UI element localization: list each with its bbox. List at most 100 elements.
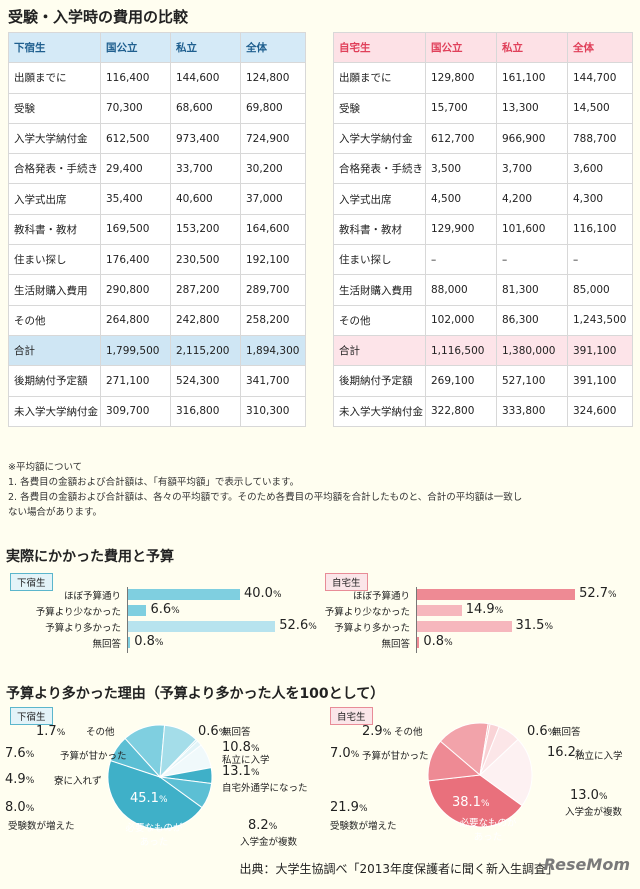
unit: % bbox=[268, 822, 278, 832]
cell-value: 129,800 bbox=[425, 62, 497, 94]
bar-axis bbox=[127, 587, 128, 653]
cell-value: 70,300 bbox=[100, 92, 171, 124]
cell-value: 116,100 bbox=[567, 213, 633, 246]
bar-value-label: 31.5% bbox=[516, 618, 554, 633]
bar-value: 52.7 bbox=[579, 586, 609, 601]
table-row: 入学式出席 4,500 4,200 4,300 bbox=[333, 183, 633, 215]
pie-slice-label: 無回答 bbox=[222, 727, 251, 738]
table-row: その他 264,800 242,800 258,200 bbox=[8, 304, 306, 336]
table-row: 出願までに 129,800 161,100 144,700 bbox=[333, 62, 633, 94]
row-label: 入学式出席 bbox=[333, 183, 426, 215]
table-row: 生活財購入費用 290,800 287,200 289,700 bbox=[8, 274, 306, 306]
unit: % bbox=[444, 638, 453, 648]
row-label: 生活財購入費用 bbox=[333, 274, 426, 306]
row-label: 自宅生 bbox=[333, 31, 426, 64]
row-label: 後期納付予定額 bbox=[8, 365, 101, 397]
pie-slice bbox=[439, 722, 489, 776]
pie-value: 8.0 bbox=[5, 800, 26, 815]
bar-category-label: 無回答 bbox=[381, 639, 410, 650]
cell-value: 612,500 bbox=[100, 122, 171, 155]
bar-category-label: 予算より多かった bbox=[45, 623, 121, 634]
cell-value: 391,100 bbox=[567, 334, 633, 367]
cell-value: 30,200 bbox=[240, 153, 306, 185]
row-label: 教科書・教材 bbox=[8, 213, 101, 246]
section-reason-title: 予算より多かった理由（予算より多かった人を100として） bbox=[6, 686, 385, 702]
pie-slice-label: 寮に入れず bbox=[54, 776, 102, 787]
pie-value-label: 8.0% bbox=[5, 800, 34, 815]
pie-value-label: 10.8% bbox=[222, 740, 260, 755]
bar-category-label: ほぼ予算通り bbox=[63, 591, 121, 602]
cell-value: 341,700 bbox=[240, 365, 306, 397]
pie-value: 16.2 bbox=[547, 745, 576, 760]
bar bbox=[417, 637, 420, 648]
bar-value-label: 52.6% bbox=[279, 618, 317, 633]
unit: % bbox=[350, 750, 360, 760]
row-label: 出願までに bbox=[8, 62, 101, 94]
pie-slice-label: その他 bbox=[86, 727, 115, 738]
cell-value: 1,894,300 bbox=[240, 334, 306, 367]
unit: % bbox=[154, 638, 164, 648]
cell-value: 309,700 bbox=[100, 395, 171, 427]
pie-slice-label: 私立に入学 bbox=[575, 751, 623, 762]
cell-value: 88,000 bbox=[425, 274, 497, 306]
pie-value-label: 0.6% bbox=[527, 724, 556, 739]
bar bbox=[417, 589, 576, 600]
table-row: 後期納付予定額 271,100 524,300 341,700 bbox=[8, 365, 306, 397]
cell-value: 324,600 bbox=[567, 395, 633, 427]
cell-value: 271,100 bbox=[100, 365, 171, 397]
bar-value: 31.5 bbox=[515, 618, 545, 633]
table-row: 住まい探し 176,400 230,500 192,100 bbox=[8, 244, 306, 276]
table-row: 入学大学納付金 612,500 973,400 724,900 bbox=[8, 122, 306, 155]
pie-value-label: 45.1% bbox=[130, 791, 168, 806]
cell-value: 258,200 bbox=[240, 304, 306, 336]
cell-value: 966,900 bbox=[496, 122, 568, 155]
pie-slice bbox=[124, 724, 166, 779]
table-header: 下宿生 国公立 私立 全体 bbox=[8, 31, 306, 64]
pie-slice bbox=[159, 740, 202, 778]
row-label: 未入学大学納付金 bbox=[8, 395, 101, 427]
cell-value: 116,400 bbox=[100, 62, 171, 94]
pie-slice-label: 私立に入学 bbox=[222, 755, 270, 766]
cell-value: – bbox=[496, 244, 568, 276]
row-label: その他 bbox=[333, 304, 426, 336]
pie-value: 2.9 bbox=[362, 724, 383, 739]
pie-value: 10.8 bbox=[222, 740, 251, 755]
cell-value: 164,600 bbox=[240, 213, 306, 246]
cell-value: 289,700 bbox=[240, 274, 306, 306]
row-label: 下宿生 bbox=[8, 31, 101, 64]
row-label: 合格発表・手続き bbox=[8, 153, 101, 185]
page-title: 受験・入学時の費用の比較 bbox=[8, 8, 189, 26]
cell-value: 私立 bbox=[170, 31, 241, 64]
bar bbox=[128, 637, 131, 648]
cell-value: 973,400 bbox=[170, 122, 241, 155]
row-label: 出願までに bbox=[333, 62, 426, 94]
cell-value: 2,115,200 bbox=[170, 334, 241, 367]
bar bbox=[417, 605, 462, 616]
table-row: 受験 70,300 68,600 69,800 bbox=[8, 92, 306, 124]
pie-value-label: 16.2% bbox=[547, 745, 585, 760]
cell-value: 3,600 bbox=[567, 153, 633, 185]
row-label: 合計 bbox=[8, 334, 101, 367]
bar-axis bbox=[416, 587, 417, 653]
pie-slice-label: 受験数が増えた bbox=[8, 821, 75, 832]
row-label: 生活財購入費用 bbox=[8, 274, 101, 306]
cell-value: 15,700 bbox=[425, 92, 497, 124]
cell-value: 37,000 bbox=[240, 183, 306, 215]
cell-value: 124,800 bbox=[240, 62, 306, 94]
bar-value-label: 0.8% bbox=[423, 634, 452, 649]
row-label: 住まい探し bbox=[333, 244, 426, 276]
unit: % bbox=[25, 776, 35, 786]
table-row: 未入学大学納付金 322,800 333,800 324,600 bbox=[333, 395, 633, 427]
pie-slice-label: その他 bbox=[394, 727, 423, 738]
pie-slice-label: 必要なものがあった bbox=[459, 818, 517, 843]
bar-value-label: 40.0% bbox=[244, 586, 282, 601]
pie-slice-label: 受験数が増えた bbox=[330, 821, 397, 832]
pie-value-label: 2.9% bbox=[362, 724, 391, 739]
cell-value: 4,200 bbox=[496, 183, 568, 215]
section-budget-title: 実際にかかった費用と予算 bbox=[6, 549, 174, 565]
cell-value: 1,380,000 bbox=[496, 334, 568, 367]
unit: % bbox=[547, 728, 557, 738]
notes: ※平均額について 1. 各費目の金額および合計額は、「有額平均額」で表示していま… bbox=[8, 460, 632, 520]
row-label: 未入学大学納付金 bbox=[333, 395, 426, 427]
bar-value-label: 6.6% bbox=[150, 602, 179, 617]
